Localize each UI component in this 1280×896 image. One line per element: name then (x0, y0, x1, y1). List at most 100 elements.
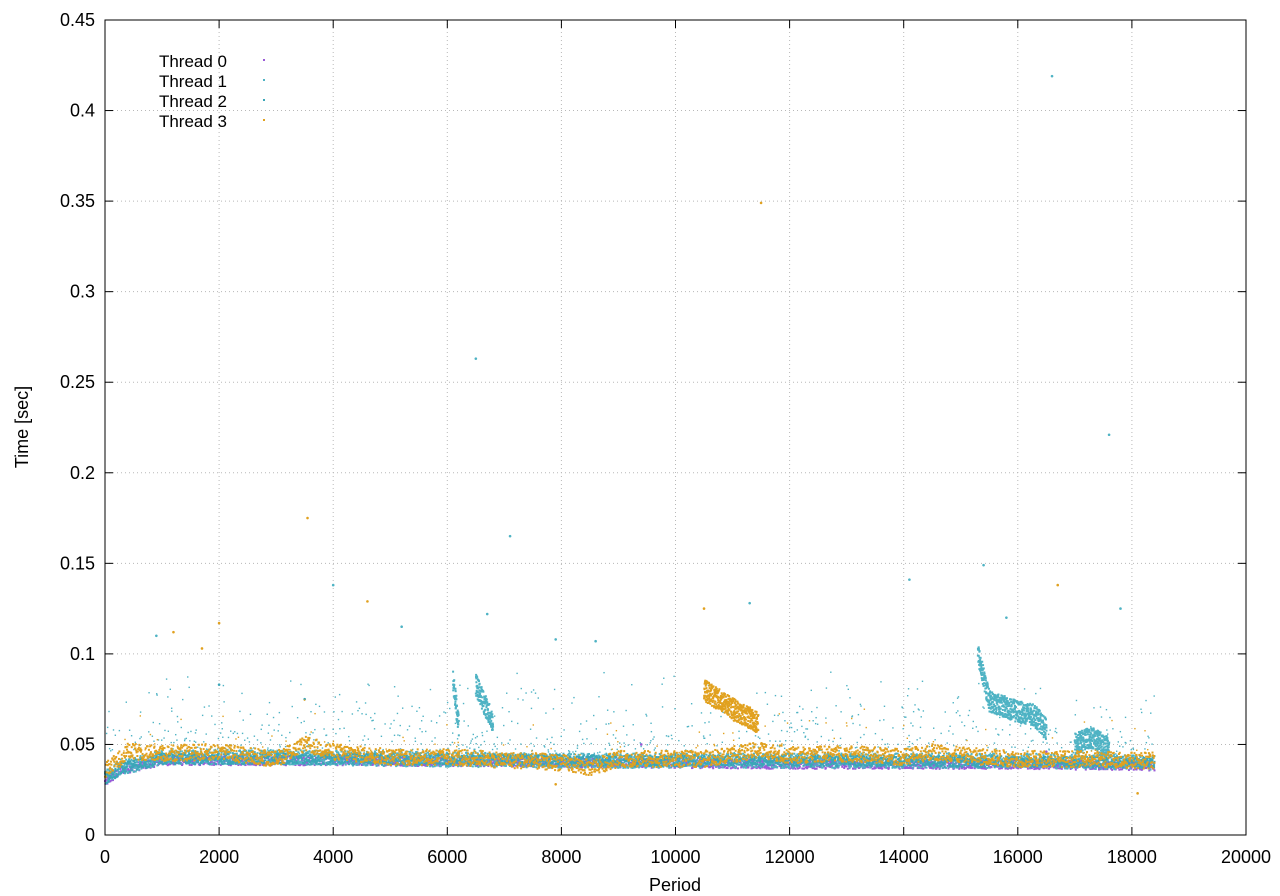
data-point (294, 755, 297, 758)
data-point (403, 764, 406, 767)
data-point (119, 767, 122, 770)
data-point (585, 760, 588, 763)
data-point (414, 764, 417, 767)
data-point (218, 752, 220, 755)
data-point (627, 766, 630, 769)
data-point (616, 748, 618, 751)
data-point (578, 730, 581, 733)
data-point (766, 766, 769, 769)
data-point (156, 764, 159, 767)
data-point (1129, 764, 1132, 767)
data-point (597, 754, 600, 757)
data-point (834, 760, 837, 763)
data-point (743, 764, 746, 767)
data-point (581, 738, 584, 741)
data-point (106, 768, 109, 771)
data-point (115, 769, 118, 772)
data-point (476, 765, 479, 768)
data-point (860, 764, 863, 767)
data-point (632, 752, 635, 755)
data-point (159, 752, 162, 755)
data-point (522, 699, 524, 701)
data-point (363, 735, 366, 737)
data-point (887, 766, 890, 769)
data-point (315, 703, 317, 706)
data-point (611, 766, 614, 769)
data-point (232, 732, 235, 735)
data-point (544, 746, 546, 748)
data-point (553, 743, 555, 746)
data-point (268, 758, 271, 761)
data-point (462, 744, 464, 746)
data-point (401, 764, 404, 767)
data-point (733, 751, 736, 754)
data-point (867, 766, 870, 769)
data-point (773, 754, 776, 757)
data-point (298, 762, 301, 765)
data-point (447, 765, 450, 768)
data-point (773, 764, 776, 767)
data-point (691, 766, 694, 769)
data-point (405, 750, 407, 752)
data-point (830, 761, 833, 764)
data-point (486, 730, 488, 732)
data-point (604, 748, 606, 750)
data-point (289, 731, 291, 734)
data-point (411, 705, 413, 708)
data-point (678, 739, 680, 742)
data-point (493, 743, 495, 745)
data-point (122, 765, 125, 768)
data-point (530, 742, 532, 745)
data-point (683, 745, 685, 747)
data-point (690, 703, 693, 705)
data-point (654, 753, 657, 756)
data-point (343, 727, 345, 729)
data-point (346, 762, 349, 765)
data-point (260, 742, 262, 744)
data-point (348, 740, 351, 742)
data-point (485, 762, 488, 765)
data-point (421, 731, 423, 733)
data-point (615, 754, 618, 757)
data-point (695, 759, 698, 762)
data-point (354, 762, 357, 765)
data-point (187, 731, 189, 734)
data-point (429, 765, 432, 768)
data-point (412, 748, 414, 751)
data-point (141, 761, 144, 764)
data-point (774, 740, 777, 742)
data-point (782, 766, 785, 769)
data-point (559, 766, 562, 769)
data-point (596, 758, 599, 761)
data-point (505, 762, 508, 765)
data-point (772, 720, 774, 723)
data-point (700, 712, 703, 714)
data-point (772, 762, 775, 765)
data-point (806, 766, 809, 769)
data-point (153, 766, 156, 769)
data-point (573, 696, 575, 699)
data-point (425, 752, 428, 755)
data-point (650, 766, 653, 769)
data-point (167, 730, 170, 732)
data-point (364, 702, 367, 704)
data-point (242, 719, 244, 721)
data-point (161, 752, 164, 754)
data-point (447, 747, 449, 750)
data-point (443, 760, 446, 763)
data-point (222, 684, 225, 687)
data-point (786, 730, 788, 733)
data-point (472, 751, 475, 754)
data-point (317, 757, 320, 760)
data-point (789, 753, 792, 756)
data-point (217, 737, 220, 740)
data-point (391, 756, 394, 759)
data-point (118, 773, 121, 776)
data-point (743, 753, 746, 756)
data-point (304, 764, 307, 767)
data-point (213, 763, 216, 766)
data-point (649, 742, 651, 744)
data-point (511, 720, 513, 723)
data-point (687, 725, 690, 728)
data-point (230, 730, 232, 732)
